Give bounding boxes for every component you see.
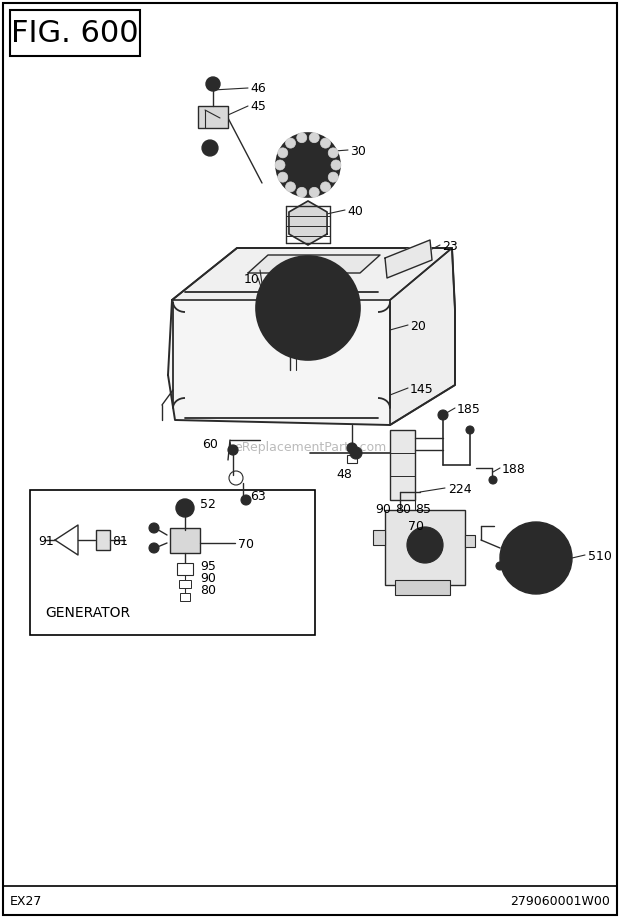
Circle shape [297,133,307,142]
Circle shape [350,447,362,459]
Bar [96,530,110,550]
Circle shape [496,562,504,570]
Circle shape [149,523,159,533]
Text: 91: 91 [38,535,54,548]
Text: 510: 510 [588,550,612,563]
Text: 90: 90 [200,572,216,585]
Polygon shape [55,525,78,555]
Text: 45: 45 [250,100,266,113]
Bar [30,490,315,635]
Circle shape [276,133,340,197]
Text: 81: 81 [112,535,128,548]
Text: 80: 80 [200,584,216,597]
Bar [179,580,191,588]
Text: FIG. 600: FIG. 600 [11,18,139,48]
Bar [390,430,415,500]
Text: 20: 20 [410,320,426,333]
Circle shape [500,522,572,594]
Bar [180,593,190,601]
Circle shape [328,173,339,182]
Text: 40: 40 [347,205,363,218]
Text: 85: 85 [415,503,431,516]
Circle shape [176,499,194,517]
Bar [395,580,450,595]
Bar [170,528,200,553]
Circle shape [206,77,220,91]
Text: 70: 70 [408,520,424,533]
Text: 145: 145 [410,383,434,396]
Text: 224: 224 [448,483,472,496]
Bar [465,535,475,547]
Polygon shape [168,248,455,425]
Circle shape [286,182,296,192]
Polygon shape [390,248,455,425]
Text: 46: 46 [250,82,266,95]
Circle shape [309,133,319,142]
Circle shape [321,138,330,148]
Text: 188: 188 [502,463,526,476]
Text: GENERATOR: GENERATOR [45,606,130,620]
Polygon shape [289,201,327,245]
Text: 48: 48 [336,468,352,481]
Circle shape [466,426,474,434]
Text: 185: 185 [457,403,481,416]
Circle shape [489,476,497,484]
Text: 95: 95 [200,560,216,573]
Text: 10: 10 [244,273,260,286]
Text: 23: 23 [442,240,458,253]
Bar [10,10,140,56]
Bar [373,530,385,545]
Circle shape [275,160,285,170]
Circle shape [278,173,288,182]
Bar [347,455,357,463]
Circle shape [407,527,443,563]
Circle shape [228,445,238,455]
Text: EX27: EX27 [10,895,42,908]
Circle shape [309,187,319,197]
Circle shape [347,443,357,453]
Circle shape [328,148,339,158]
Text: 70: 70 [238,538,254,551]
Circle shape [438,410,448,420]
Circle shape [256,256,360,360]
Circle shape [297,187,307,197]
Text: 30: 30 [350,145,366,158]
Text: eReplacementParts.com: eReplacementParts.com [234,442,386,454]
Circle shape [321,182,330,192]
Circle shape [286,138,296,148]
Text: 90: 90 [375,503,391,516]
Circle shape [524,546,548,570]
Bar [198,106,228,128]
Bar [385,510,465,585]
Polygon shape [385,240,432,278]
Circle shape [278,148,288,158]
Circle shape [149,543,159,553]
Circle shape [202,140,218,156]
Polygon shape [248,255,380,273]
Circle shape [241,495,251,505]
Text: 60: 60 [202,438,218,451]
Text: 279060001W00: 279060001W00 [510,895,610,908]
Text: 63: 63 [250,490,266,503]
Polygon shape [172,248,452,300]
Text: 80: 80 [395,503,411,516]
Text: 52: 52 [200,498,216,511]
Circle shape [512,534,560,582]
Circle shape [331,160,341,170]
Bar [177,563,193,575]
